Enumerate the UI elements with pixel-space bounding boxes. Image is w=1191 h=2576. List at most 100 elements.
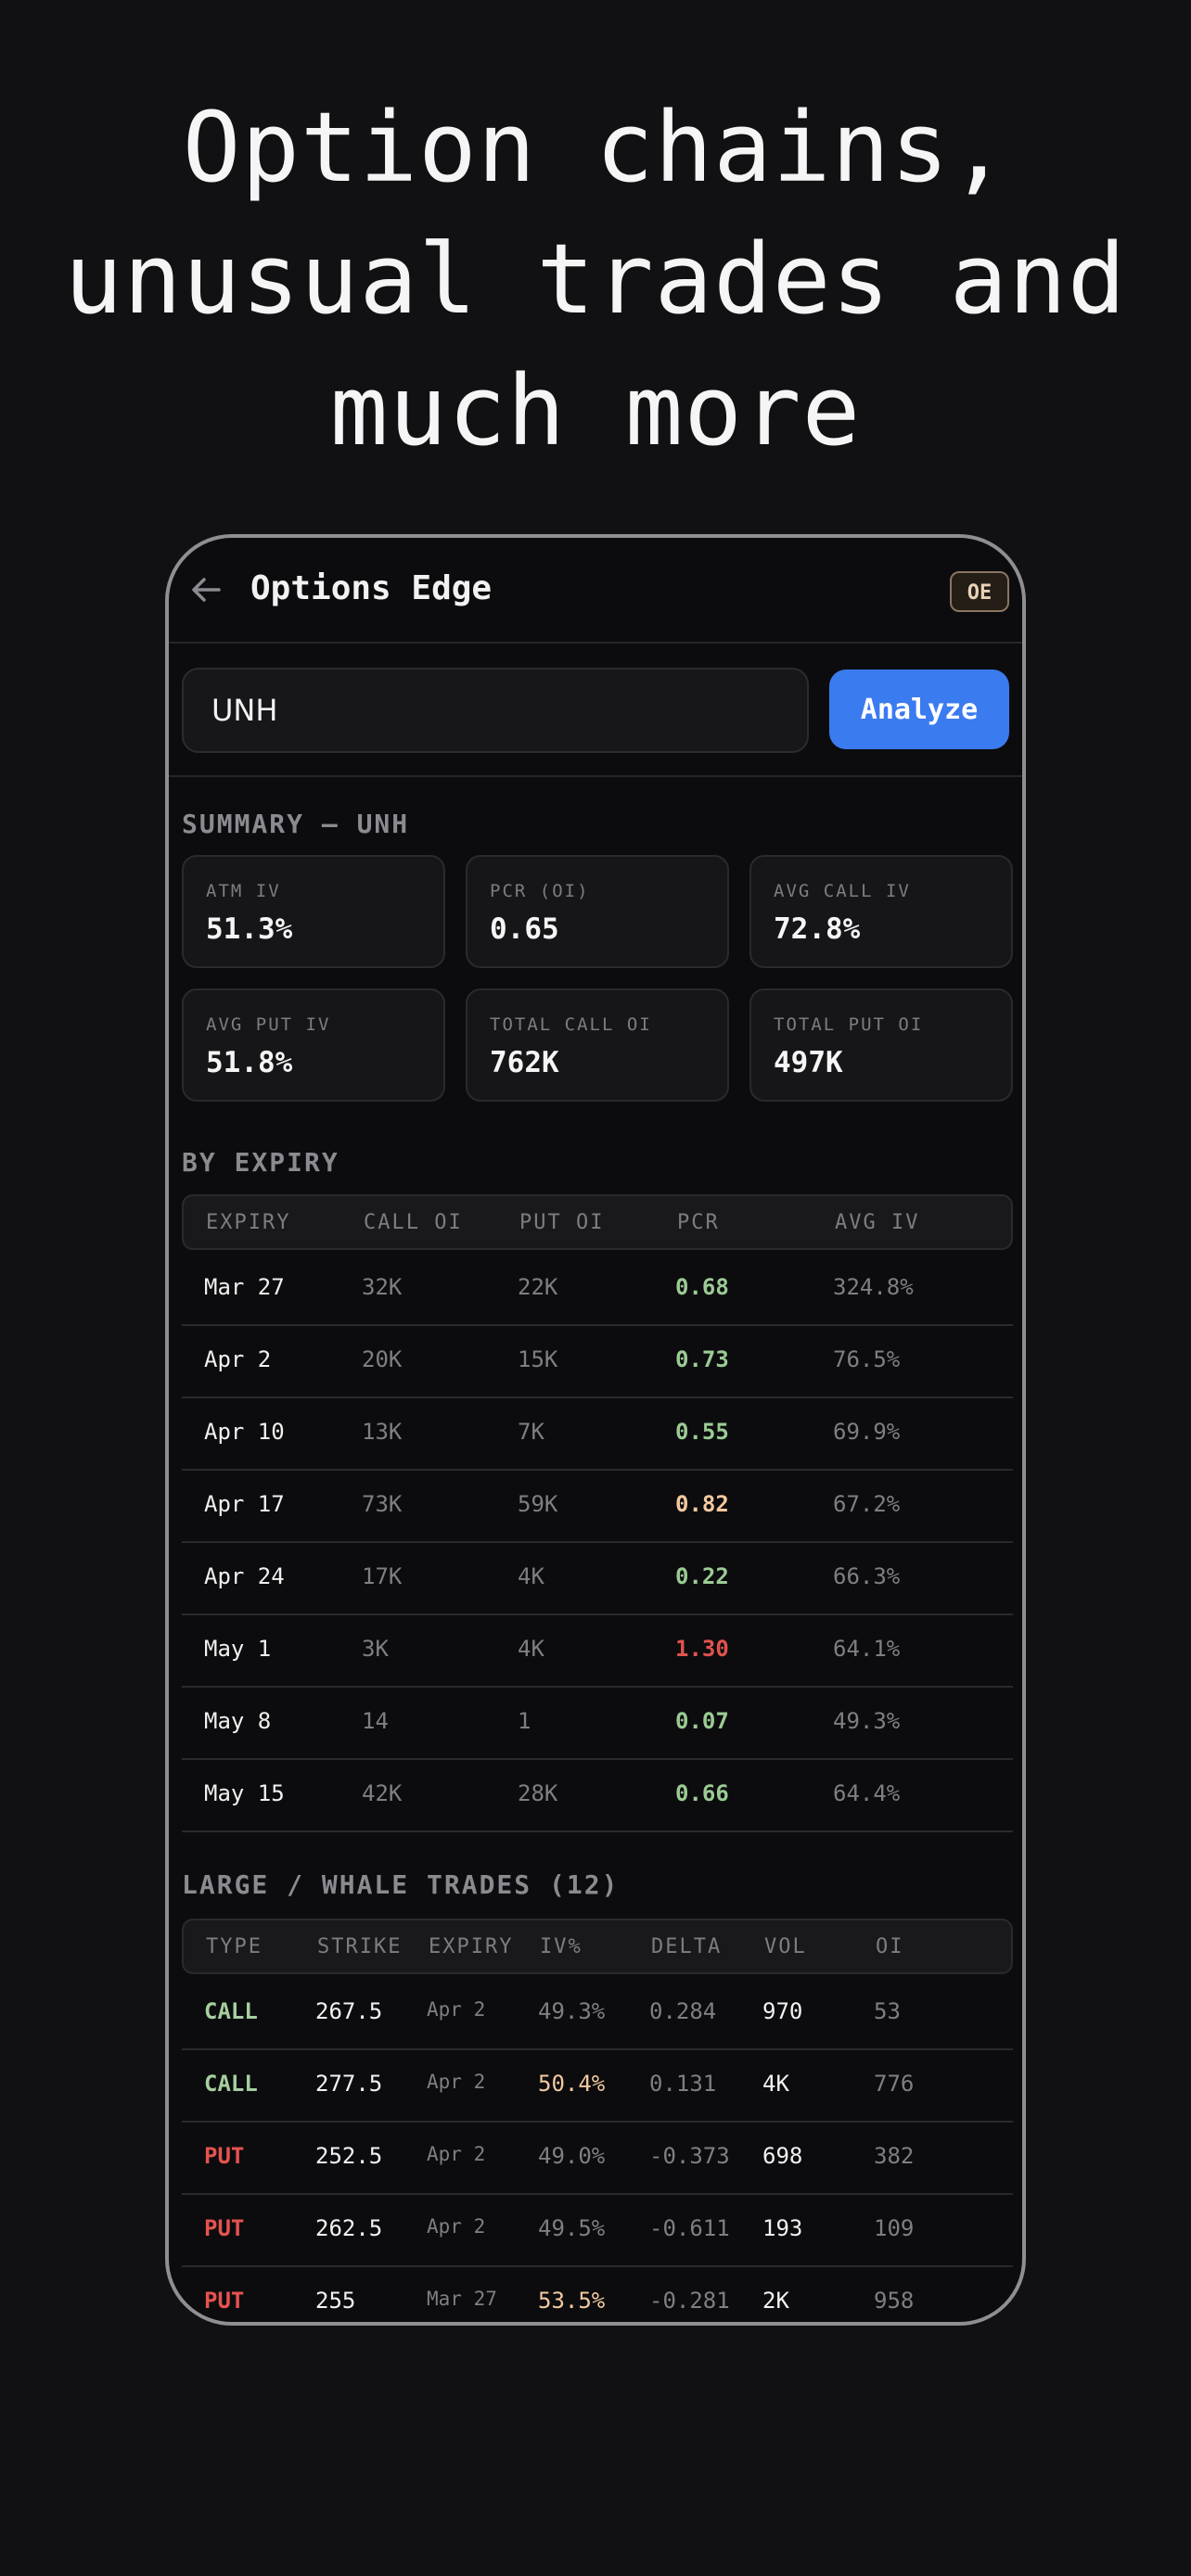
card-value: 51.8%	[206, 1046, 293, 1079]
expiry-cell-put-oi: 15K	[518, 1346, 558, 1372]
card-label: TOTAL PUT OI	[774, 1014, 924, 1035]
hero-headline: Option chains, unusual trades and much m…	[0, 82, 1191, 477]
trade-cell-iv: 49.5%	[538, 2215, 606, 2241]
hero-line: unusual trades and	[64, 223, 1127, 336]
summary-card-pcr: PCR (OI) 0.65	[466, 855, 729, 968]
arrow-left-icon[interactable]	[187, 571, 224, 608]
expiry-cell-pcr: 0.07	[675, 1708, 729, 1734]
trade-cell-vol: 2K	[762, 2288, 789, 2314]
trade-row[interactable]: CALL 267.5 Apr 2 49.3% 0.284 970 53	[182, 1978, 1013, 2050]
expiry-cell-put-oi: 1	[518, 1708, 531, 1734]
trade-cell-oi: 53	[874, 1998, 901, 2024]
expiry-cell-put-oi: 22K	[518, 1274, 558, 1300]
trade-cell-delta: -0.281	[649, 2288, 730, 2314]
expiry-cell-pcr: 0.22	[675, 1563, 729, 1589]
trade-cell-vol: 970	[762, 1998, 803, 2024]
column-header: EXPIRY	[206, 1211, 291, 1234]
expiry-row[interactable]: Apr 2 20K 15K 0.73 76.5%	[182, 1326, 1013, 1398]
trades-table-header: TYPE STRIKE EXPIRY IV% DELTA VOL OI	[182, 1919, 1013, 1974]
expiry-cell-avg-iv: 49.3%	[833, 1708, 901, 1734]
expiry-cell-expiry: Apr 10	[204, 1419, 285, 1445]
expiry-cell-avg-iv: 64.1%	[833, 1636, 901, 1662]
expiry-cell-avg-iv: 76.5%	[833, 1346, 901, 1372]
ticker-input[interactable]	[182, 668, 809, 753]
trade-cell-type: PUT	[204, 2288, 245, 2314]
trade-cell-vol: 698	[762, 2143, 803, 2169]
expiry-cell-call-oi: 42K	[362, 1780, 403, 1806]
expiry-row[interactable]: May 15 42K 28K 0.66 64.4%	[182, 1760, 1013, 1832]
whale-trades-title: LARGE / WHALE TRADES (12)	[182, 1869, 620, 1900]
summary-card-avg-call-iv: AVG CALL IV 72.8%	[749, 855, 1013, 968]
column-header: PCR	[677, 1211, 720, 1234]
trade-row[interactable]: PUT 262.5 Apr 2 49.5% -0.611 193 109	[182, 2195, 1013, 2267]
summary-card-total-put-oi: TOTAL PUT OI 497K	[749, 988, 1013, 1102]
expiry-cell-put-oi: 59K	[518, 1491, 558, 1517]
app-badge[interactable]: OE	[950, 571, 1009, 612]
analyze-button[interactable]: Analyze	[829, 670, 1009, 749]
trade-cell-delta: 0.284	[649, 1998, 717, 2024]
expiry-cell-put-oi: 4K	[518, 1563, 544, 1589]
summary-title: SUMMARY — UNH	[182, 809, 410, 839]
card-label: ATM IV	[206, 881, 281, 901]
expiry-table-header: EXPIRY CALL OI PUT OI PCR AVG IV	[182, 1194, 1013, 1250]
card-label: TOTAL CALL OI	[490, 1014, 652, 1035]
expiry-cell-avg-iv: 324.8%	[833, 1274, 914, 1300]
trade-cell-delta: -0.373	[649, 2143, 730, 2169]
expiry-cell-put-oi: 28K	[518, 1780, 558, 1806]
expiry-cell-call-oi: 32K	[362, 1274, 403, 1300]
column-header: IV%	[540, 1935, 583, 1958]
card-value: 497K	[774, 1046, 843, 1079]
expiry-cell-put-oi: 7K	[518, 1419, 544, 1445]
trade-cell-iv: 49.0%	[538, 2143, 606, 2169]
trade-row[interactable]: CALL 277.5 Apr 2 50.4% 0.131 4K 776	[182, 2050, 1013, 2123]
trade-cell-type: CALL	[204, 1998, 258, 2024]
expiry-row[interactable]: May 1 3K 4K 1.30 64.1%	[182, 1615, 1013, 1688]
summary-card-atm-iv: ATM IV 51.3%	[182, 855, 445, 968]
column-header: OI	[876, 1935, 904, 1958]
expiry-cell-call-oi: 73K	[362, 1491, 403, 1517]
expiry-row[interactable]: May 8 14 1 0.07 49.3%	[182, 1688, 1013, 1760]
trade-cell-expiry: Apr 2	[427, 2071, 486, 2093]
trade-cell-expiry: Apr 2	[427, 2143, 486, 2165]
trade-cell-strike: 262.5	[315, 2215, 383, 2241]
trade-cell-type: PUT	[204, 2143, 245, 2169]
expiry-cell-expiry: May 15	[204, 1780, 285, 1806]
column-header: EXPIRY	[429, 1935, 514, 1958]
expiry-cell-call-oi: 13K	[362, 1419, 403, 1445]
trade-cell-iv: 49.3%	[538, 1998, 606, 2024]
card-value: 51.3%	[206, 912, 293, 946]
expiry-cell-expiry: Apr 24	[204, 1563, 285, 1589]
expiry-row[interactable]: Mar 27 32K 22K 0.68 324.8%	[182, 1254, 1013, 1326]
expiry-cell-avg-iv: 67.2%	[833, 1491, 901, 1517]
expiry-cell-expiry: Mar 27	[204, 1274, 285, 1300]
expiry-cell-avg-iv: 69.9%	[833, 1419, 901, 1445]
expiry-cell-pcr: 0.66	[675, 1780, 729, 1806]
trade-cell-oi: 958	[874, 2288, 915, 2314]
column-header: AVG IV	[835, 1211, 920, 1234]
expiry-cell-call-oi: 20K	[362, 1346, 403, 1372]
expiry-title: BY EXPIRY	[182, 1147, 339, 1178]
trade-cell-iv: 50.4%	[538, 2071, 606, 2097]
summary-card-total-call-oi: TOTAL CALL OI 762K	[466, 988, 729, 1102]
trade-cell-strike: 255	[315, 2288, 356, 2314]
trade-cell-delta: 0.131	[649, 2071, 717, 2097]
trade-cell-expiry: Apr 2	[427, 2215, 486, 2238]
trade-row[interactable]: PUT 252.5 Apr 2 49.0% -0.373 698 382	[182, 2123, 1013, 2195]
card-label: AVG PUT IV	[206, 1014, 331, 1035]
card-value: 762K	[490, 1046, 559, 1079]
expiry-row[interactable]: Apr 10 13K 7K 0.55 69.9%	[182, 1398, 1013, 1471]
trade-cell-expiry: Mar 27	[427, 2288, 497, 2310]
card-label: AVG CALL IV	[774, 881, 911, 901]
trade-cell-oi: 776	[874, 2071, 915, 2097]
trade-cell-type: PUT	[204, 2215, 245, 2241]
expiry-row[interactable]: Apr 17 73K 59K 0.82 67.2%	[182, 1471, 1013, 1543]
expiry-cell-pcr: 0.68	[675, 1274, 729, 1300]
trade-cell-iv: 53.5%	[538, 2288, 606, 2314]
summary-card-avg-put-iv: AVG PUT IV 51.8%	[182, 988, 445, 1102]
hero-line: Option chains,	[182, 91, 1009, 204]
expiry-row[interactable]: Apr 24 17K 4K 0.22 66.3%	[182, 1543, 1013, 1615]
trade-cell-strike: 277.5	[315, 2071, 383, 2097]
expiry-cell-call-oi: 14	[362, 1708, 389, 1734]
expiry-cell-expiry: May 1	[204, 1636, 272, 1662]
trade-row[interactable]: PUT 255 Mar 27 53.5% -0.281 2K 958	[182, 2267, 1013, 2322]
